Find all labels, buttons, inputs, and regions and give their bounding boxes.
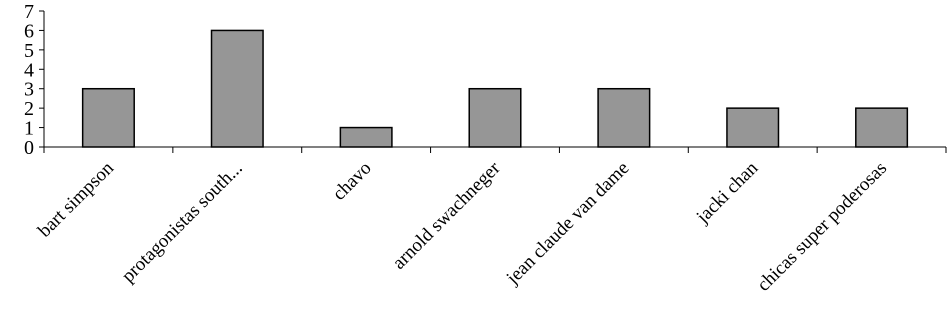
bars [81, 29, 909, 148]
y-tick-label: 7 [24, 1, 34, 23]
x-axis [43, 146, 947, 153]
bar-jean-claude-van-dame [597, 87, 651, 148]
bar-chavo [339, 126, 393, 148]
y-tick-label: 3 [24, 79, 34, 101]
bar-chicas-super-poderosas [855, 107, 909, 148]
y-tick-label: 5 [24, 40, 34, 62]
category-labels: bart simpson protagonistas south... chavo a… [34, 157, 891, 295]
category-label: chavo [329, 158, 376, 205]
category-label: protagonistas south... [118, 158, 247, 287]
category-label: jean claude van dame [502, 158, 634, 290]
bar-protagonistas-south [210, 29, 264, 148]
y-tick-label: 1 [24, 118, 34, 140]
y-tick-label: 4 [24, 59, 34, 81]
y-tick-label: 2 [24, 98, 34, 120]
y-tick-label: 6 [24, 20, 34, 42]
bar-bart-simpson [81, 87, 135, 148]
bar-arnold-swachneger [468, 87, 522, 148]
y-tick-label: 0 [24, 137, 34, 159]
bar-jacki-chan [726, 107, 780, 148]
category-label: chicas super poderosas [753, 158, 891, 296]
category-label: bart simpson [34, 157, 118, 241]
category-label: arnold swachneger [389, 157, 505, 273]
category-label: jacki chan [692, 157, 763, 228]
